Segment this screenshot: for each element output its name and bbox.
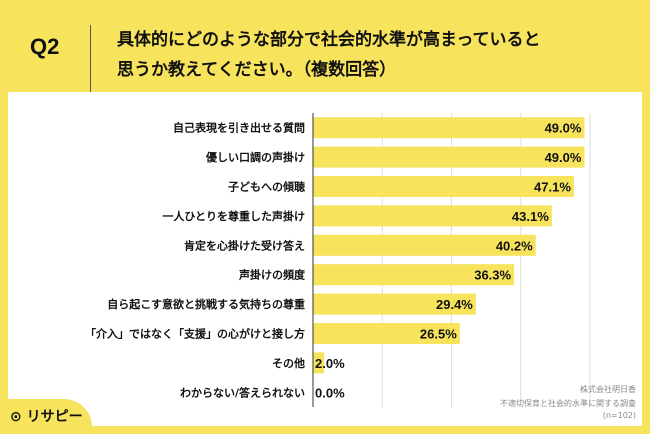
category-label: 優しい口調の声掛け	[205, 150, 305, 164]
bar	[313, 205, 552, 227]
data-label: 43.1%	[512, 209, 549, 224]
bar	[313, 176, 574, 197]
question-title: 具体的にどのような部分で社会的水準が高まっていると 思うか教えてください。（複数回…	[117, 25, 540, 85]
category-label: 自ら起こす意欲と挑戦する気持ちの尊重	[107, 297, 305, 311]
data-label: 36.3%	[474, 268, 511, 283]
bar	[313, 323, 460, 344]
data-label: 47.1%	[534, 180, 571, 195]
category-label: 「介入」ではなく「支援」の心がけと接し方	[85, 327, 305, 341]
data-label: 40.2%	[496, 238, 533, 253]
category-label: 声掛けの頻度	[238, 268, 306, 282]
data-label: 29.4%	[436, 297, 473, 312]
company-credit: 株式会社明日香	[580, 385, 636, 394]
logo-text: リサピー	[26, 409, 83, 425]
question-number: Q2	[30, 34, 60, 59]
category-label: わからない/答えられない	[180, 385, 305, 399]
bar	[313, 264, 515, 286]
sample-size: (n=102)	[602, 411, 636, 420]
category-label: 肯定を心掛けた受け答え	[184, 238, 305, 252]
data-label: 26.5%	[420, 327, 457, 342]
data-label: 2.0%	[315, 356, 345, 371]
bar	[313, 352, 325, 374]
bar	[313, 293, 476, 315]
pin-icon: ⊙	[10, 409, 22, 425]
bar	[313, 146, 585, 168]
category-label: 一人ひとりを尊重した声掛け	[162, 209, 305, 223]
data-label: 49.0%	[545, 150, 582, 165]
survey-name: 不適切保育と社会的水準に関する調査	[500, 399, 636, 408]
data-label: 49.0%	[545, 121, 582, 136]
divider	[90, 25, 91, 93]
title-line-1: 具体的にどのような部分で社会的水準が高まっていると	[117, 30, 541, 50]
category-label: その他	[272, 356, 305, 370]
bar	[313, 117, 585, 139]
data-label: 0.0%	[315, 385, 345, 400]
title-line-2: 思うか教えてください。（複数回答）	[117, 60, 397, 80]
logo: ⊙ リサピー	[0, 399, 92, 434]
category-label: 自己表現を引き出せる質問	[173, 121, 305, 135]
category-label: 子どもへの傾聴	[228, 180, 305, 194]
bar	[313, 234, 536, 256]
